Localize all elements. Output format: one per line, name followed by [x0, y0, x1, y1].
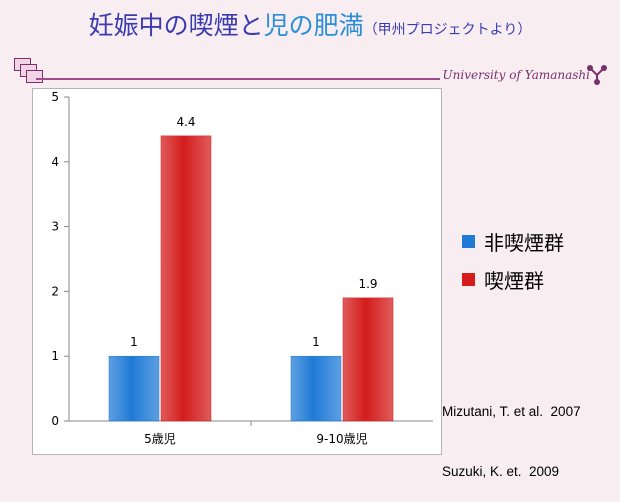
legend-swatch-smoking: [462, 272, 475, 286]
legend-label-nonsmoking: 非喫煙群: [484, 230, 564, 255]
university-logo-icon: [587, 65, 607, 85]
bar: [342, 297, 394, 422]
legend-item-smoking: 喫煙群: [462, 260, 564, 298]
y-tick-label: 3: [51, 220, 59, 234]
y-tick-label: 1: [51, 349, 59, 363]
y-tick-label: 0: [51, 414, 59, 428]
header-divider: [36, 78, 440, 80]
slide-title: 妊娠中の喫煙と児の肥満（甲州プロジェクトより）: [0, 6, 620, 42]
reference-mizutani: Mizutani, T. et al. 2007: [442, 404, 581, 419]
legend-swatch-nonsmoking: [462, 234, 475, 248]
title-part-and: と: [238, 11, 264, 40]
data-label: 1: [312, 335, 320, 349]
title-part-obesity: 児の肥満: [263, 11, 364, 40]
chart-legend: 非喫煙群 喫煙群: [462, 222, 564, 298]
university-name: University of Yamanashi: [442, 68, 590, 82]
y-tick-label: 4: [51, 155, 59, 169]
decorative-squares: [14, 58, 66, 98]
legend-label-smoking: 喫煙群: [484, 268, 544, 293]
chart-plot-area: 0 1 2 3 4 5 1 4.4 5歳児 1 1.9 9-10歳児: [32, 88, 442, 455]
data-label: 1.9: [358, 277, 377, 291]
x-tick-label: 5歳児: [144, 432, 176, 446]
title-part-smoking: 妊娠中の喫煙: [88, 11, 239, 40]
reference-suzuki: Suzuki, K. et. 2009: [442, 464, 560, 479]
data-label: 1: [130, 335, 138, 349]
legend-item-nonsmoking: 非喫煙群: [462, 222, 564, 260]
references: Mizutani, T. et al. 2007 Suzuki, K. et. …: [442, 362, 581, 502]
bar: [160, 135, 212, 422]
x-tick-label: 9-10歳児: [316, 432, 367, 446]
title-subtitle: （甲州プロジェクトより）: [363, 22, 532, 38]
y-tick-label: 2: [51, 284, 59, 298]
data-label: 4.4: [176, 115, 195, 129]
bar-chart: 0 1 2 3 4 5 1 4.4 5歳児 1 1.9 9-10歳児: [51, 90, 433, 446]
bar: [108, 355, 160, 422]
bar: [290, 355, 342, 422]
y-tick-label: 5: [51, 90, 59, 104]
